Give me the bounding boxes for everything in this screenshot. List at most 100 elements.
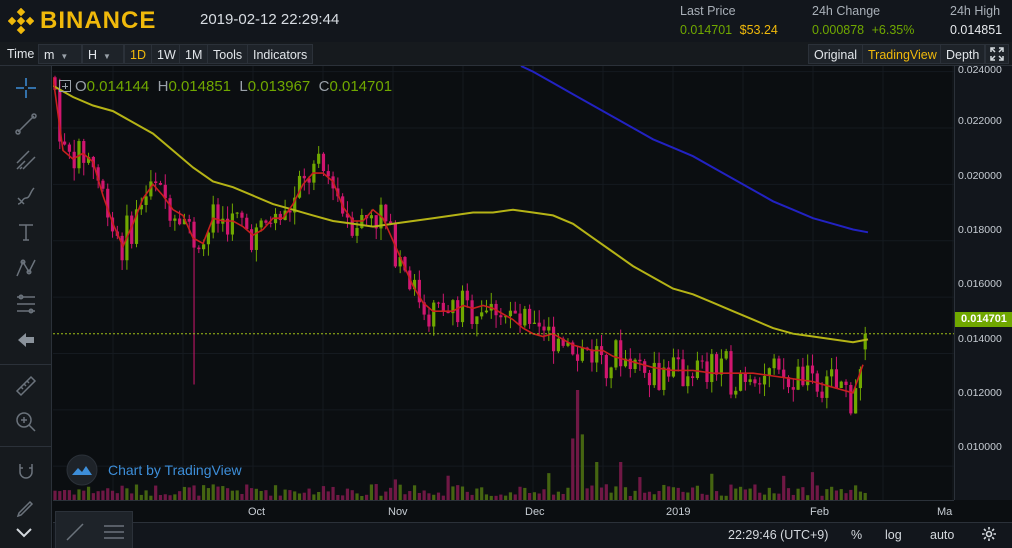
depth-view-button[interactable]: Depth — [940, 44, 986, 64]
price-tick: 0.024000 — [958, 64, 1002, 76]
zoom-in-icon — [16, 412, 36, 432]
indicators-button[interactable]: Indicators — [247, 44, 314, 64]
volume-bar — [307, 488, 311, 500]
interval-1m-button[interactable]: 1M — [179, 44, 209, 64]
candle-body — [134, 209, 139, 244]
candle-body — [456, 300, 460, 323]
last-price-label: Last Price — [680, 4, 736, 18]
back-tool[interactable] — [12, 326, 40, 354]
candle-body — [604, 355, 608, 379]
candle-body — [777, 358, 781, 370]
volume-bar — [158, 495, 163, 500]
candle-body — [197, 247, 201, 250]
lock-drawing-tool[interactable] — [12, 494, 40, 522]
volume-bar — [844, 493, 848, 500]
candle-body — [297, 175, 302, 198]
volume-bar — [724, 495, 728, 500]
interval-1d-button[interactable]: 1D — [124, 44, 152, 64]
hour-dropdown[interactable]: H ▼ — [82, 44, 124, 64]
volume-bar — [571, 438, 575, 500]
volume-bar — [484, 494, 489, 500]
volume-bar — [369, 484, 374, 500]
tool-divider — [0, 364, 52, 365]
candle-body — [647, 372, 652, 386]
measure-tool[interactable] — [12, 372, 40, 400]
volume-bar — [168, 495, 172, 500]
binance-diamond-icon — [8, 8, 34, 34]
tradingview-credit[interactable]: Chart by TradingView — [66, 454, 242, 486]
volume-bar — [714, 491, 719, 500]
original-view-button[interactable]: Original — [808, 44, 864, 64]
candle-body — [518, 313, 522, 326]
candle-body — [724, 351, 728, 359]
candle-body — [235, 212, 239, 214]
candle-body — [106, 188, 110, 218]
candle-body — [249, 229, 254, 250]
fullscreen-button[interactable] — [985, 44, 1009, 64]
price-tick: 0.012000 — [958, 387, 1002, 399]
tradingview-view-button[interactable]: TradingView — [862, 44, 943, 64]
drawing-mode-toggle[interactable] — [55, 511, 133, 548]
candle-body — [714, 354, 719, 375]
candle-body — [53, 77, 57, 90]
volume-bar — [556, 491, 560, 500]
price-chart[interactable] — [53, 66, 954, 500]
volume-bar — [863, 492, 867, 500]
candle-body — [628, 358, 632, 370]
volume-bar — [551, 494, 556, 500]
candle-body — [293, 197, 297, 213]
volume-bar — [489, 495, 493, 500]
zoom-tool[interactable] — [12, 408, 40, 436]
candle-body — [671, 357, 676, 377]
text-tool[interactable] — [12, 218, 40, 246]
tools-button[interactable]: Tools — [207, 44, 249, 64]
price-axis[interactable]: 0.024000 0.022000 0.020000 0.018000 0.01… — [954, 64, 1012, 500]
settings-button[interactable] — [981, 526, 997, 545]
interval-1w-button[interactable]: 1W — [151, 44, 182, 64]
pitchfork-tool[interactable] — [12, 146, 40, 174]
candle-body — [825, 376, 829, 398]
candlestick-chart-svg[interactable] — [53, 66, 954, 500]
volume-bar — [542, 489, 546, 500]
price-tick: 0.016000 — [958, 278, 1002, 290]
ohlc-legend: O0.014144 H0.014851 L0.013967 C0.014701 — [59, 78, 392, 95]
volume-bar — [341, 495, 345, 500]
volume-bar — [101, 490, 105, 500]
trend-line-tool[interactable] — [12, 110, 40, 138]
brush-tool[interactable] — [12, 182, 40, 210]
arrow-left-icon — [18, 333, 34, 347]
list-icon — [104, 525, 124, 539]
time-axis[interactable]: Oct Nov Dec 2019 Feb Ma — [53, 500, 954, 522]
binance-logo[interactable]: BINANCE — [8, 7, 156, 35]
volume-bar — [513, 494, 517, 500]
volume-bar — [86, 486, 91, 500]
candle-body — [321, 153, 326, 172]
volume-bar — [710, 473, 714, 500]
collapse-tools-button[interactable] — [10, 518, 38, 546]
candle-body — [537, 322, 541, 327]
magnet-tool[interactable] — [12, 458, 40, 486]
volume-bar — [326, 491, 330, 500]
candle-body — [441, 302, 445, 312]
volume-bar — [293, 491, 297, 500]
crosshair-tool[interactable] — [12, 74, 40, 102]
candle-body — [307, 178, 311, 183]
percent-scale-toggle[interactable]: % — [851, 528, 863, 542]
volume-bar — [753, 484, 757, 500]
volume-bar — [283, 489, 287, 500]
line-draw-icon — [66, 523, 84, 541]
fib-tool[interactable] — [12, 290, 40, 318]
candle-body — [806, 365, 810, 386]
volume-bar — [254, 488, 258, 500]
candle-body — [734, 390, 738, 395]
auto-scale-toggle[interactable]: auto — [930, 528, 955, 542]
volume-bar — [53, 490, 57, 500]
pattern-tool[interactable] — [12, 254, 40, 282]
expand-legend-icon[interactable] — [59, 80, 71, 92]
volume-bar — [815, 485, 819, 500]
log-scale-toggle[interactable]: log — [885, 528, 902, 542]
minute-dropdown[interactable]: m ▼ — [38, 44, 82, 64]
volume-bar — [638, 477, 642, 500]
volume-bar — [115, 493, 119, 500]
last-price-tag: 0.014701 — [955, 312, 1012, 327]
